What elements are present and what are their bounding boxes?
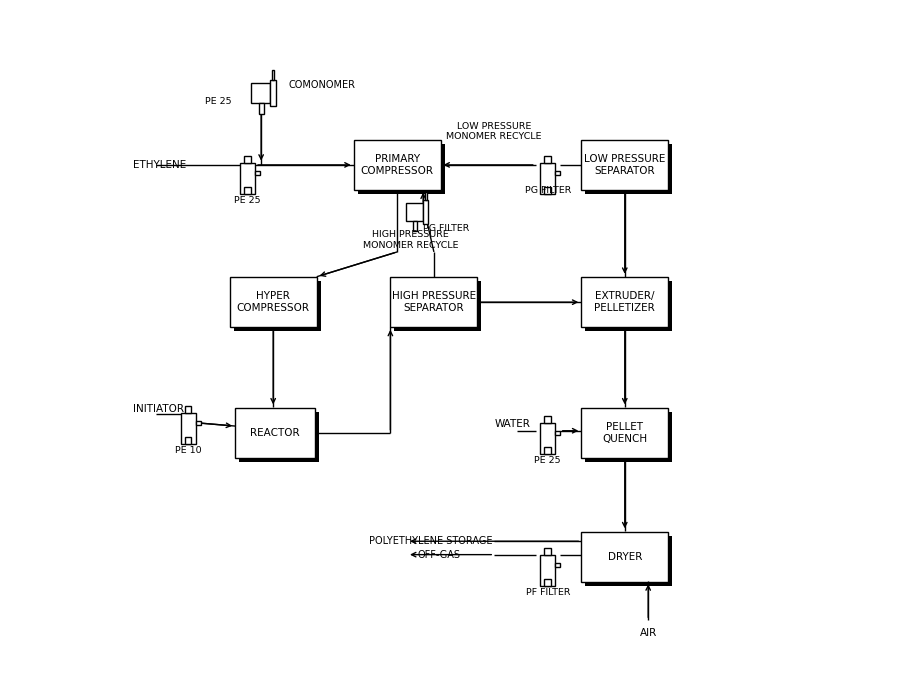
Text: LOW PRESSURE
SEPARATOR: LOW PRESSURE SEPARATOR [584, 154, 666, 176]
Bar [540, 423, 555, 454]
Bar [581, 277, 668, 327]
Text: HIGH PRESSURE
SEPARATOR: HIGH PRESSURE SEPARATOR [392, 292, 476, 313]
Bar [181, 413, 195, 444]
Text: EXTRUDER/
PELLETIZER: EXTRUDER/ PELLETIZER [595, 292, 656, 313]
Bar [545, 187, 551, 195]
Bar [259, 102, 263, 114]
Bar [241, 163, 255, 195]
Bar [545, 156, 551, 163]
Bar [540, 163, 555, 195]
Bar [195, 421, 201, 424]
Text: HYPER
COMPRESSOR: HYPER COMPRESSOR [237, 292, 310, 313]
Bar [230, 277, 317, 327]
Bar [545, 447, 551, 454]
Text: PF FILTER: PF FILTER [526, 588, 570, 597]
Bar [586, 536, 672, 586]
Bar [545, 548, 551, 555]
Text: OFF-GAS: OFF-GAS [418, 550, 460, 559]
Bar [255, 171, 261, 175]
Bar [540, 555, 555, 586]
Bar [581, 140, 668, 190]
Bar [423, 200, 429, 224]
Text: PE 25: PE 25 [234, 196, 262, 205]
Text: ETHYLENE: ETHYLENE [133, 160, 186, 170]
Text: COMONOMER: COMONOMER [289, 79, 356, 89]
Text: PG FILTER: PG FILTER [422, 224, 469, 233]
Bar [358, 144, 445, 194]
Text: PELLET
QUENCH: PELLET QUENCH [602, 422, 647, 443]
Bar [545, 579, 551, 586]
Bar [545, 416, 551, 423]
Bar [406, 203, 423, 221]
Text: REACTOR: REACTOR [251, 428, 300, 438]
Bar [239, 412, 320, 462]
Bar [555, 171, 560, 175]
Bar [353, 140, 440, 190]
Text: PE 25: PE 25 [205, 97, 232, 106]
Bar [586, 144, 672, 194]
Text: INITIATOR: INITIATOR [133, 404, 183, 414]
Text: PE 10: PE 10 [175, 446, 202, 455]
Bar [185, 437, 192, 444]
Text: DRYER: DRYER [607, 552, 642, 561]
Text: PRIMARY
COMPRESSOR: PRIMARY COMPRESSOR [360, 154, 434, 176]
Bar [270, 79, 276, 106]
Bar [185, 406, 192, 413]
Bar [271, 71, 274, 79]
Bar [425, 192, 427, 200]
Bar [555, 563, 560, 567]
Bar [581, 407, 668, 458]
Text: PG FILTER: PG FILTER [525, 186, 571, 195]
Bar [251, 83, 270, 102]
Text: LOW PRESSURE
MONOMER RECYCLE: LOW PRESSURE MONOMER RECYCLE [447, 122, 542, 141]
Bar [233, 281, 321, 332]
Bar [390, 277, 478, 327]
Bar [244, 187, 251, 195]
Text: WATER: WATER [494, 419, 530, 429]
Text: POLYETHYLENE STORAGE: POLYETHYLENE STORAGE [370, 536, 493, 546]
Bar [235, 407, 315, 458]
Text: PE 25: PE 25 [535, 456, 561, 465]
Text: AIR: AIR [639, 629, 656, 638]
Bar [586, 412, 672, 462]
Bar [586, 281, 672, 332]
Bar [413, 221, 418, 231]
Bar [394, 281, 481, 332]
Bar [244, 156, 251, 163]
Bar [581, 532, 668, 582]
Bar [555, 431, 560, 435]
Text: HIGH PRESSURE
MONOMER RECYCLE: HIGH PRESSURE MONOMER RECYCLE [362, 231, 459, 250]
